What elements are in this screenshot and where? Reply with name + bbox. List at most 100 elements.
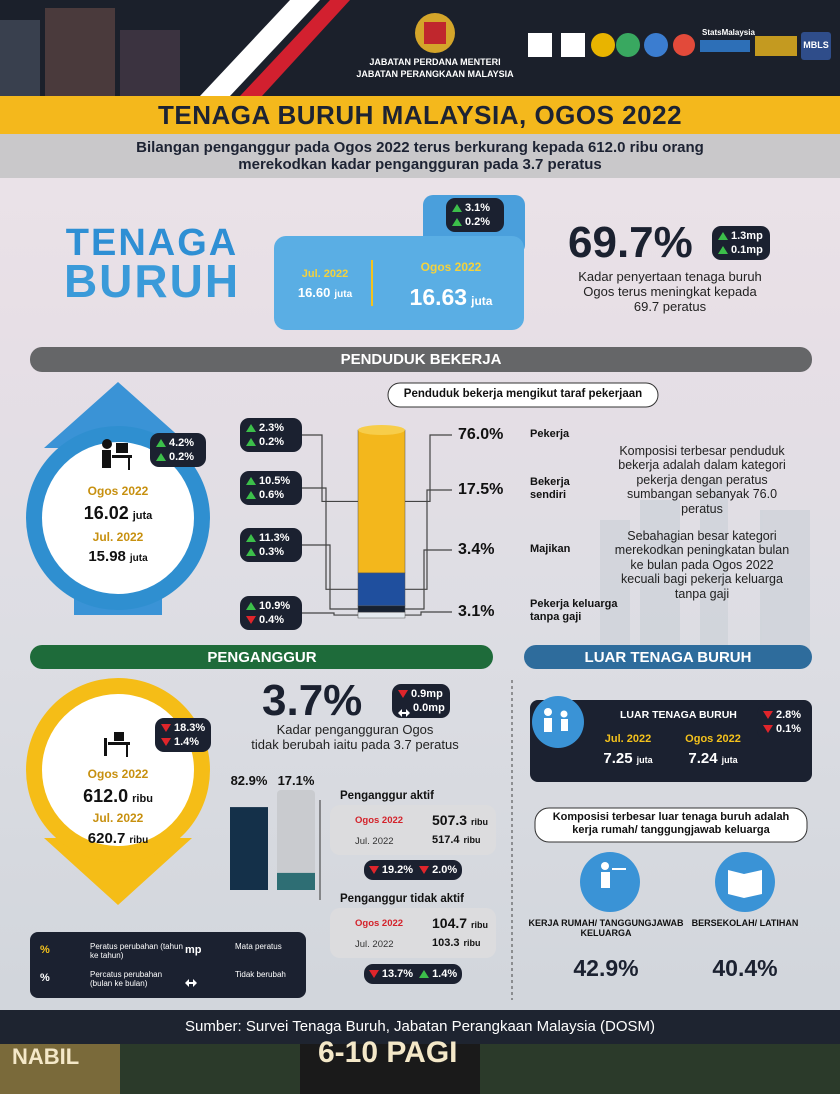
building: [0, 20, 40, 96]
change-row: 1.3mp: [718, 229, 764, 243]
stripe: [200, 0, 320, 96]
connector: [405, 611, 452, 616]
title-band: [0, 96, 840, 134]
stripe: [240, 0, 350, 96]
family-icon: [532, 696, 584, 748]
social-icons: [700, 40, 750, 52]
figure-value: 104.7: [432, 915, 468, 931]
change-arrow: [452, 204, 462, 212]
note: Sebahagian besar kategori merekodkan pen…: [614, 529, 790, 601]
change-row: 2.0%: [419, 863, 457, 877]
change-row: 0.1mp: [718, 243, 764, 257]
period-label: Ogos 2022: [355, 918, 404, 929]
section-bar: [30, 645, 493, 669]
period-label: Ogos 2022: [87, 767, 149, 781]
chart-title-pill: [387, 382, 659, 408]
connectors: [302, 434, 452, 616]
box-title: LUAR TENAGA BURUH: [620, 709, 737, 721]
skyline: [600, 480, 810, 660]
change-badge: 18.3% 1.4%: [155, 718, 211, 752]
change-row: 0.9mp: [398, 687, 444, 701]
figure-value: 517.4: [432, 834, 460, 846]
change-arrow: [718, 232, 728, 240]
change-value: 11.3%: [259, 531, 290, 544]
housework-icon: [601, 862, 626, 888]
change-value: 0.2%: [169, 450, 195, 463]
change-arrow: [246, 424, 256, 432]
change-arrow: [763, 725, 773, 733]
brand: MBLS: [803, 40, 829, 50]
item-label: BERSEKOLAH/ LATIHAN: [691, 918, 799, 928]
section-heading: PENGANGGUR: [207, 649, 317, 666]
change-badge: 13.7% 1.4%: [364, 964, 462, 984]
change-arrow: [763, 711, 773, 719]
logo: [755, 36, 797, 56]
crest: [424, 22, 446, 44]
period-label: Jul. 2022: [92, 811, 144, 825]
category-label: Bekerja sendiri: [530, 476, 570, 501]
change-badge: 11.3% 0.3%: [240, 528, 302, 562]
bar-segment: [357, 429, 406, 574]
bar: [277, 872, 315, 890]
figure-value: 16.02: [83, 503, 129, 523]
change-value: 0.3%: [259, 545, 285, 558]
change-value: 1.4%: [174, 735, 200, 748]
period-label: Jul. 2022: [92, 530, 144, 544]
desk-icon: [102, 439, 132, 470]
big-number: 69.7%: [568, 218, 693, 267]
composition-title: Komposisi terbesar luar tenaga buruh ada…: [552, 811, 790, 836]
figure: 507.3 ribu: [432, 812, 488, 828]
category-label: Pekerja keluarga tanpa gaji: [530, 598, 618, 623]
change-row: 2.8%: [763, 708, 801, 722]
change-row: 0.6%: [246, 488, 296, 502]
logo: [673, 34, 695, 56]
figure-unit: juta: [636, 755, 653, 765]
connector: [405, 549, 452, 610]
change-value: 19.2%: [381, 863, 414, 876]
desk-icon: [104, 732, 130, 757]
connector: [302, 544, 358, 610]
change-row: 0.2%: [452, 215, 498, 229]
figure: 517.4 ribu: [432, 834, 481, 847]
change-row: 0.2%: [246, 435, 296, 449]
change-badge: 10.5% 0.6%: [240, 471, 302, 505]
qr-code: [561, 33, 585, 57]
bar-segment: [357, 572, 406, 607]
note: tidak berubah iaitu pada 3.7 peratus: [251, 737, 459, 752]
figure-value: 7.24: [688, 750, 718, 767]
section-bar: [30, 347, 812, 372]
change-arrow: [156, 453, 166, 461]
change-arrow: [419, 970, 430, 978]
legend-symbol: [185, 974, 197, 992]
change-row: 1.4%: [161, 735, 205, 749]
change-row: 18.3%: [161, 721, 205, 735]
figure-unit: juta: [334, 289, 353, 300]
heading: BURUH: [63, 255, 241, 307]
value-label: 82.9%: [230, 773, 268, 788]
change-arrow: [246, 477, 256, 485]
period-label: Jul. 2022: [355, 939, 394, 950]
bar-background: [277, 790, 315, 890]
note: Komposisi terbesar penduduk bekerja adal…: [618, 444, 786, 516]
change-badge: 2.3% 0.2%: [240, 418, 302, 452]
section-heading: LUAR TENAGA BURUH: [584, 649, 752, 666]
legend-text: Percatus perubahan (bulan ke bulan): [90, 970, 163, 989]
figure: 15.98 juta: [88, 548, 147, 565]
figure-unit: juta: [471, 294, 493, 308]
figure-unit: juta: [721, 755, 738, 765]
change-value: 0.4%: [259, 613, 285, 626]
figure: 104.7 ribu: [432, 915, 488, 931]
change-arrow: [246, 438, 256, 446]
subtitle-band: [0, 134, 840, 178]
circle-inner: [42, 442, 194, 594]
change-row: 13.7%: [368, 967, 413, 981]
banner-text: 6-10 PAGI: [318, 1036, 458, 1069]
change-row: 0.4%: [246, 613, 296, 627]
figure-unit: ribu: [471, 817, 489, 827]
connector: [405, 434, 452, 503]
footer-band: [0, 1010, 840, 1044]
banner: [300, 1044, 480, 1094]
change-arrow: [398, 690, 408, 698]
logo: [801, 32, 831, 60]
